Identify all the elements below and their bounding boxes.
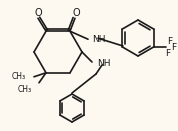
Text: F: F [167,37,172,45]
Text: F: F [165,48,170,58]
Text: NH: NH [97,59,111,67]
Text: NH: NH [92,35,106,44]
Text: CH₃: CH₃ [12,72,26,81]
Text: O: O [72,8,80,18]
Text: CH₃: CH₃ [18,85,32,94]
Text: O: O [34,8,42,18]
Text: F: F [171,43,176,53]
